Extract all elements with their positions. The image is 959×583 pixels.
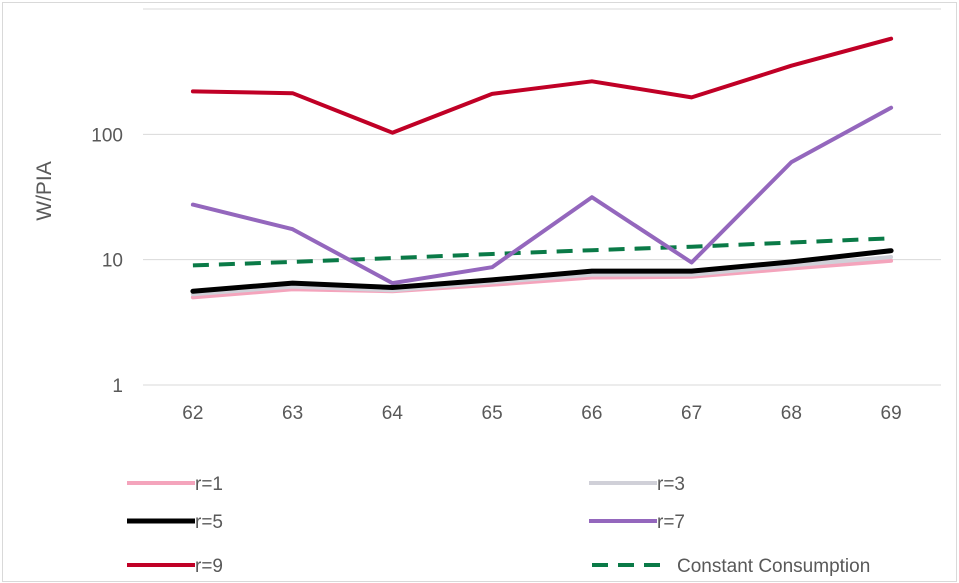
- series-line-r-1: [190, 258, 894, 300]
- y-tick-label: 10: [102, 251, 123, 272]
- y-tick-label: 100: [91, 125, 123, 146]
- legend-label: r=5: [195, 512, 223, 533]
- gridlines: [143, 8, 941, 386]
- y-tick-label: 1: [112, 376, 123, 397]
- legend-label: r=7: [657, 512, 685, 533]
- series-line-constant-consumption: [192, 236, 892, 268]
- series-line-r-7: [190, 105, 894, 286]
- y-axis-title: W/PIA: [33, 161, 56, 221]
- x-tick-label: 67: [681, 403, 702, 424]
- legend-label: Constant Consumption: [677, 556, 870, 577]
- x-tick-label: 69: [881, 403, 902, 424]
- x-tick-labels: 62 63 64 65 66 67 68 69: [182, 403, 901, 424]
- series-line-r-5: [190, 248, 894, 294]
- x-tick-label: 64: [382, 403, 404, 424]
- x-tick-label: 63: [282, 403, 303, 424]
- legend-label: r=1: [195, 474, 223, 495]
- legend-label: r=3: [657, 474, 685, 495]
- x-tick-label: 68: [781, 403, 802, 424]
- series-line-r-9: [190, 36, 894, 135]
- x-tick-label: 66: [581, 403, 602, 424]
- x-tick-label: 62: [182, 403, 203, 424]
- y-tick-labels: 1 10 100: [91, 125, 123, 397]
- series-lines: [190, 36, 894, 300]
- series-line-r-3: [190, 255, 894, 297]
- legend-label: r=9: [195, 556, 223, 577]
- legend: r=1 r=3 r=5 r=7 r=9 Constant Consumption: [127, 474, 870, 577]
- x-tick-label: 65: [482, 403, 503, 424]
